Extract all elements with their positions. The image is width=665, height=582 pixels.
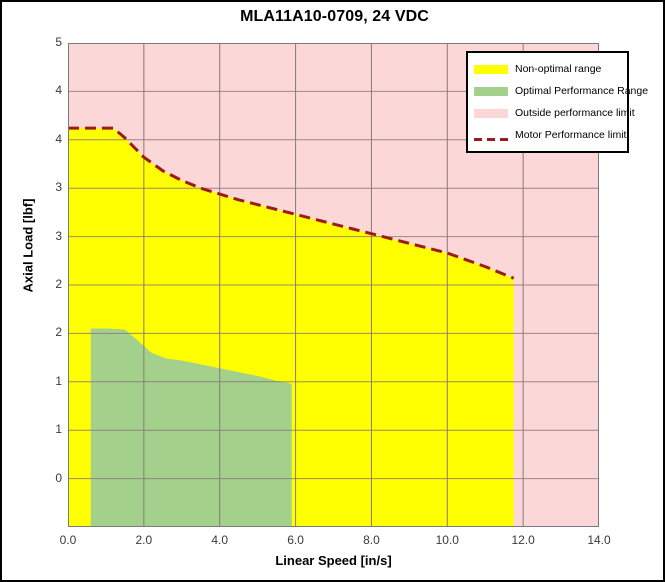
legend-item: Motor Performance limit [474,124,626,146]
legend-item: Optimal Performance Range [474,80,648,102]
chart-title: MLA11A10-0709, 24 VDC [240,8,429,25]
legend-color-swatch [474,108,508,118]
y-tick-label: 5 [55,35,62,49]
x-tick-label: 2.0 [135,533,153,547]
legend-dash-marker [474,131,508,141]
x-tick-label: 0.0 [59,533,77,547]
y-tick-label: 0 [55,470,62,485]
motor-performance-limit-curve [68,126,515,280]
plot-border [68,43,599,527]
x-tick-label: 12.0 [511,533,535,547]
y-tick-label: 2 [55,325,62,340]
x-axis-tick-labels: 0.0 2.0 4.0 6.0 8.0 10.0 12.0 14.0 [60,533,611,553]
x-axis-label: Linear Speed [in/s] [275,553,392,568]
legend-color-swatch [474,86,508,96]
y-tick-label: 3 [55,180,62,195]
x-tick-label: 8.0 [363,533,380,547]
y-tick-label: 4 [55,83,62,98]
y-tick-label: 1 [55,422,62,437]
y-tick-label: 2 [55,277,62,291]
chart-legend: Non-optimal range Optimal Performance Ran… [466,51,648,153]
y-tick-label: 1 [55,373,62,388]
legend-item-label: Non-optimal range [515,63,602,75]
legend-item-label: Outside performance limit [515,107,635,119]
y-axis-tick-labels: 5 4 4 3 3 2 2 1 1 0 [32,35,62,527]
x-tick-label: 10.0 [435,533,459,547]
legend-color-swatch [474,64,508,74]
y-tick-label: 3 [55,228,62,243]
legend-item: Outside performance limit [474,102,635,124]
legend-item: Non-optimal range [474,58,621,80]
optimal-performance-region [90,328,292,527]
x-tick-label: 14.0 [587,533,611,547]
legend-item-label: Motor Performance limit [515,129,627,141]
y-tick-label: 4 [55,131,62,146]
legend-item-label: Optimal Performance Range [515,85,649,97]
x-tick-label: 4.0 [211,533,229,547]
x-tick-label: 6.0 [287,533,304,547]
